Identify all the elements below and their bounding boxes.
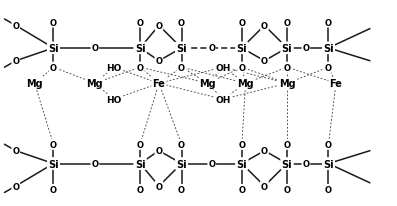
Text: O: O [156, 182, 162, 191]
Text: Si: Si [323, 44, 334, 54]
Text: O: O [178, 19, 185, 28]
Text: Si: Si [323, 159, 334, 169]
Text: O: O [283, 185, 291, 194]
Text: O: O [137, 140, 144, 149]
Text: O: O [303, 44, 309, 53]
Text: O: O [156, 146, 162, 156]
Text: Si: Si [237, 44, 247, 54]
Text: OH: OH [215, 63, 231, 72]
Text: Fe: Fe [152, 79, 166, 89]
Text: Si: Si [48, 159, 59, 169]
Text: Si: Si [282, 159, 292, 169]
Text: O: O [283, 140, 291, 149]
Text: Si: Si [282, 44, 292, 54]
Text: Mg: Mg [279, 79, 295, 89]
Text: O: O [137, 19, 144, 28]
Text: O: O [238, 63, 245, 72]
Text: O: O [261, 57, 268, 66]
Text: Si: Si [135, 159, 145, 169]
Text: Fe: Fe [330, 79, 343, 89]
Text: O: O [156, 22, 162, 31]
Text: O: O [303, 159, 309, 168]
Text: O: O [50, 140, 57, 149]
Text: O: O [325, 63, 332, 72]
Text: O: O [208, 44, 215, 53]
Text: Si: Si [176, 44, 187, 54]
Text: Si: Si [48, 44, 59, 54]
Text: O: O [325, 140, 332, 149]
Text: O: O [137, 185, 144, 194]
Text: O: O [91, 44, 98, 53]
Text: O: O [178, 140, 185, 149]
Text: O: O [137, 140, 144, 149]
Text: HO: HO [106, 95, 121, 104]
Text: O: O [208, 159, 215, 168]
Text: O: O [12, 22, 19, 31]
Text: Si: Si [237, 44, 247, 54]
Text: Mg: Mg [26, 79, 43, 89]
Text: Si: Si [282, 159, 292, 169]
Text: O: O [91, 159, 98, 168]
Text: Si: Si [323, 44, 334, 54]
Text: Mg: Mg [200, 79, 216, 89]
Text: O: O [178, 63, 185, 72]
Text: O: O [156, 57, 162, 66]
Text: Si: Si [176, 159, 187, 169]
Text: O: O [283, 63, 291, 72]
Text: O: O [238, 185, 245, 194]
Text: Mg: Mg [87, 79, 103, 89]
Text: Si: Si [176, 159, 187, 169]
Text: Mg: Mg [237, 79, 254, 89]
Text: OH: OH [215, 95, 231, 104]
Text: O: O [325, 19, 332, 28]
Text: Si: Si [135, 44, 145, 54]
Text: O: O [178, 185, 185, 194]
Text: Si: Si [48, 44, 59, 54]
Text: O: O [178, 63, 185, 72]
Text: O: O [238, 19, 245, 28]
Text: O: O [50, 140, 57, 149]
Text: O: O [261, 22, 268, 31]
Text: O: O [283, 140, 291, 149]
Text: O: O [325, 63, 332, 72]
Text: O: O [325, 185, 332, 194]
Text: O: O [325, 140, 332, 149]
Text: O: O [137, 63, 144, 72]
Text: Si: Si [48, 159, 59, 169]
Text: Si: Si [135, 44, 145, 54]
Text: O: O [50, 19, 57, 28]
Text: Si: Si [237, 159, 247, 169]
Text: O: O [261, 182, 268, 191]
Text: HO: HO [106, 63, 121, 72]
Text: Si: Si [323, 159, 334, 169]
Text: O: O [238, 140, 245, 149]
Text: O: O [12, 146, 19, 156]
Text: O: O [50, 63, 57, 72]
Text: O: O [238, 63, 245, 72]
Text: Si: Si [135, 159, 145, 169]
Text: Si: Si [282, 44, 292, 54]
Text: Si: Si [176, 44, 187, 54]
Text: Si: Si [237, 159, 247, 169]
Text: O: O [50, 185, 57, 194]
Text: O: O [283, 19, 291, 28]
Text: O: O [283, 63, 291, 72]
Text: O: O [50, 63, 57, 72]
Text: O: O [137, 63, 144, 72]
Text: O: O [178, 140, 185, 149]
Text: O: O [261, 146, 268, 156]
Text: O: O [238, 140, 245, 149]
Text: O: O [12, 182, 19, 191]
Text: O: O [12, 57, 19, 66]
